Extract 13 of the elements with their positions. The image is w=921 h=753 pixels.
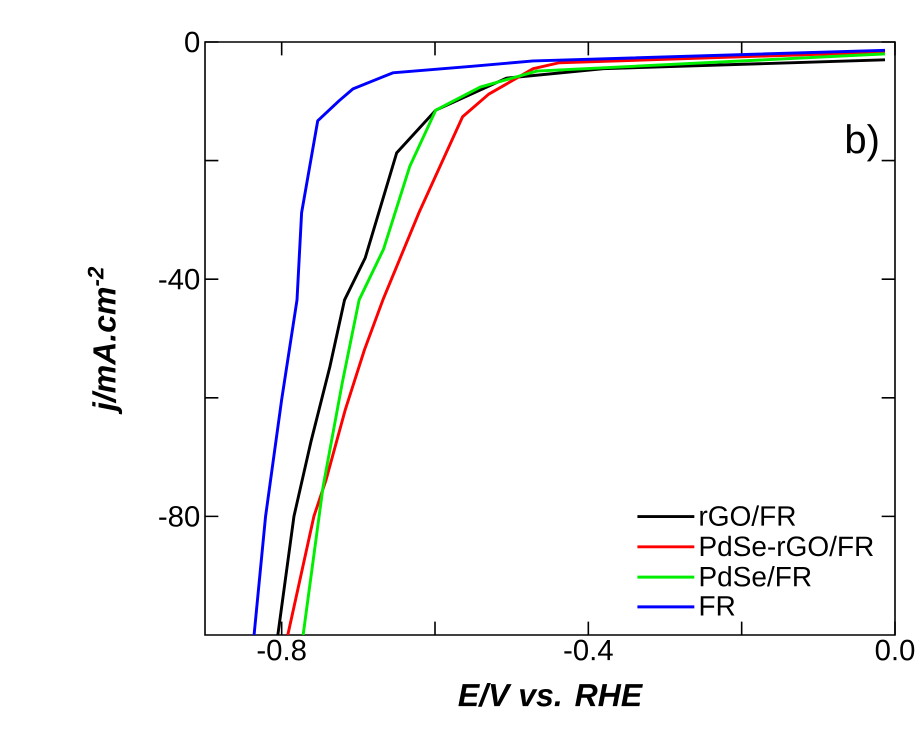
y-tick-label: -40 bbox=[159, 268, 200, 290]
x-tick-label: -0.8 bbox=[258, 640, 306, 660]
legend-label: PdSe-rGO/FR bbox=[700, 536, 873, 556]
legend-label: PdSe/FR bbox=[700, 566, 811, 587]
x-tick-label: -0.4 bbox=[564, 640, 613, 660]
y-tick-label: -80 bbox=[159, 506, 200, 527]
legend-label: rGO/FR bbox=[700, 505, 796, 526]
x-axis-title: E/V vs. RHE bbox=[458, 682, 643, 707]
x-tick-label: 0.0 bbox=[876, 640, 914, 660]
annotation: b) bbox=[846, 124, 878, 162]
legend-label: FR bbox=[700, 596, 734, 616]
y-tick-label: 0 bbox=[185, 32, 200, 52]
text: j/mA.cm$^{-2}$ bbox=[88, 266, 122, 414]
